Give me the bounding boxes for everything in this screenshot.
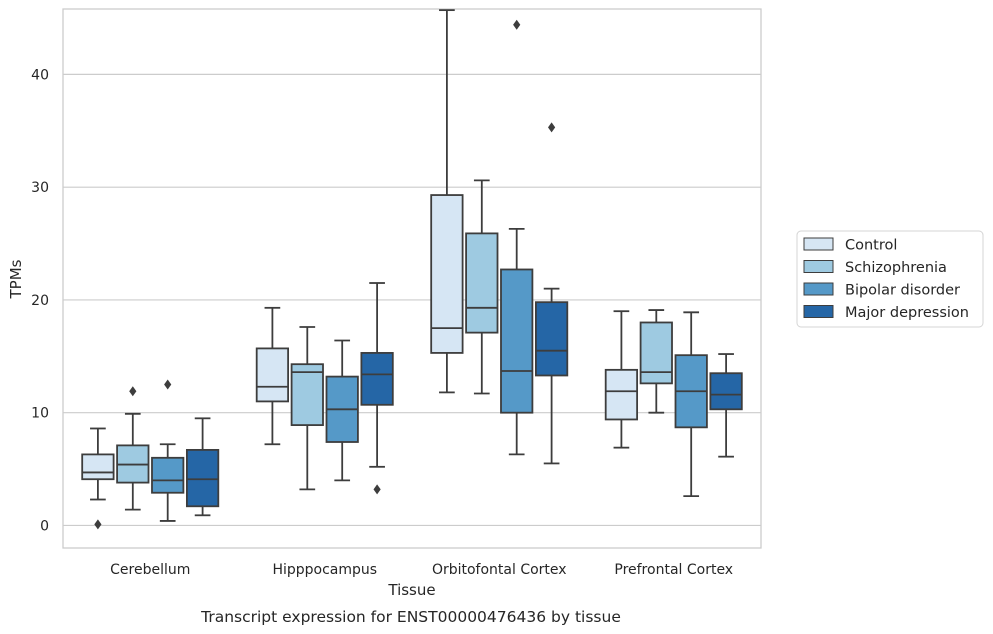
outlier-point — [94, 519, 102, 530]
box-iqr — [81, 453, 115, 481]
box-major-depression — [709, 353, 743, 458]
box-bipolar-disorder — [674, 311, 708, 498]
box-major-depression — [534, 122, 569, 465]
outlier-point — [513, 19, 521, 30]
x-tick-label: Hipppocampus — [272, 562, 377, 578]
box-iqr — [151, 456, 185, 494]
legend: Control Schizophrenia Bipolar disorder Majo… — [796, 230, 984, 328]
legend-label: Bipolar disorder — [845, 283, 960, 299]
legend-frame — [796, 230, 984, 328]
legend-swatch — [803, 282, 834, 296]
legend-swatch — [803, 260, 834, 273]
box-control — [255, 306, 290, 446]
legend-label: Schizophrenia — [845, 260, 947, 276]
x-tick-label: Orbitofontal Cortex — [432, 562, 567, 578]
box-iqr — [604, 368, 639, 421]
x-tick-label: Cerebellum — [110, 562, 190, 578]
box-bipolar-disorder — [500, 19, 534, 456]
gridlines — [63, 73, 761, 527]
box-iqr — [255, 347, 290, 403]
boxes — [81, 9, 743, 530]
box-iqr — [709, 372, 743, 411]
chart-caption: Transcript expression for ENST0000047643… — [200, 608, 621, 626]
y-tick-label: 10 — [31, 406, 49, 422]
outlier-point — [548, 122, 556, 133]
box-control — [604, 310, 639, 449]
box-iqr — [430, 194, 464, 354]
y-tick-label: 30 — [31, 180, 49, 196]
outlier-point — [164, 379, 172, 390]
box-bipolar-disorder — [325, 339, 359, 482]
box-iqr — [500, 268, 534, 414]
x-tick-label: Prefrontal Cortex — [614, 562, 733, 578]
x-axis-label: Tissue — [387, 581, 435, 599]
y-axis-ticks: 0 10 20 30 40 — [31, 67, 49, 534]
box-control — [81, 427, 115, 530]
box-major-depression — [185, 417, 220, 517]
box-iqr — [534, 301, 569, 377]
x-axis-ticks: Cerebellum Hipppocampus Orbitofontal Corte… — [110, 562, 733, 578]
legend-swatch — [803, 305, 834, 318]
legend-label: Control — [845, 238, 897, 254]
legend-swatch — [803, 237, 834, 251]
box-iqr — [360, 352, 394, 406]
box-iqr — [290, 363, 324, 426]
box-schizophrenia — [465, 179, 499, 395]
box-major-depression — [360, 282, 394, 495]
y-tick-label: 20 — [31, 293, 49, 309]
box-bipolar-disorder — [151, 379, 185, 522]
legend-label: Major depression — [845, 305, 969, 321]
box-iqr — [639, 321, 673, 385]
plot-frame — [62, 8, 762, 549]
box-iqr — [185, 448, 220, 508]
y-tick-label: 0 — [40, 518, 49, 534]
y-tick-label: 40 — [31, 67, 49, 83]
y-axis-label: TPMs — [7, 259, 25, 299]
outlier-point — [373, 484, 381, 495]
box-control — [430, 9, 464, 394]
box-schizophrenia — [639, 309, 673, 414]
box-schizophrenia — [116, 386, 150, 511]
outlier-point — [129, 386, 137, 397]
box-iqr — [465, 232, 499, 334]
box-schizophrenia — [290, 326, 324, 491]
